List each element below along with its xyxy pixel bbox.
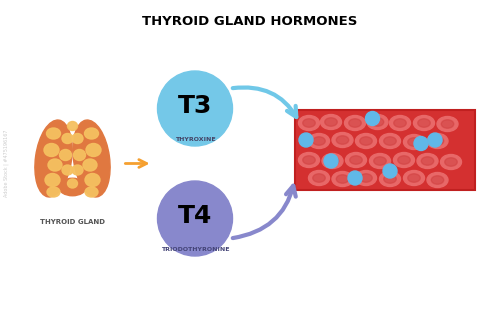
Text: THYROID GLAND: THYROID GLAND — [40, 219, 105, 226]
Ellipse shape — [47, 187, 60, 197]
Ellipse shape — [85, 187, 98, 197]
Ellipse shape — [86, 143, 101, 156]
Text: THYROID GLAND HORMONES: THYROID GLAND HORMONES — [142, 14, 358, 27]
Ellipse shape — [68, 122, 78, 130]
FancyBboxPatch shape — [295, 110, 475, 190]
Circle shape — [366, 111, 380, 126]
Ellipse shape — [68, 179, 78, 188]
Ellipse shape — [158, 181, 232, 256]
Ellipse shape — [360, 137, 372, 145]
Ellipse shape — [408, 138, 420, 146]
Ellipse shape — [303, 156, 316, 164]
Ellipse shape — [398, 156, 410, 164]
Ellipse shape — [298, 115, 320, 130]
Ellipse shape — [360, 174, 372, 182]
Ellipse shape — [35, 120, 72, 197]
Ellipse shape — [298, 153, 320, 168]
Text: T3: T3 — [178, 94, 212, 118]
Text: Adobe Stock | #475196167: Adobe Stock | #475196167 — [3, 129, 9, 197]
Ellipse shape — [384, 175, 396, 183]
Ellipse shape — [336, 136, 349, 144]
Circle shape — [299, 133, 313, 147]
Ellipse shape — [336, 175, 349, 183]
Ellipse shape — [74, 150, 86, 160]
Ellipse shape — [62, 165, 73, 175]
Ellipse shape — [437, 116, 458, 131]
Ellipse shape — [370, 154, 390, 169]
Circle shape — [428, 133, 442, 147]
Ellipse shape — [445, 158, 457, 166]
Ellipse shape — [349, 119, 361, 127]
Ellipse shape — [332, 132, 353, 147]
Ellipse shape — [408, 174, 420, 182]
Ellipse shape — [404, 170, 424, 185]
Ellipse shape — [431, 137, 444, 145]
Ellipse shape — [303, 119, 316, 127]
Circle shape — [414, 137, 428, 151]
Ellipse shape — [394, 153, 414, 168]
Ellipse shape — [313, 174, 325, 182]
Ellipse shape — [322, 154, 343, 169]
Ellipse shape — [308, 134, 330, 149]
Ellipse shape — [367, 114, 388, 129]
Ellipse shape — [46, 128, 60, 139]
Text: TRIODOTHYRONINE: TRIODOTHYRONINE — [161, 247, 229, 252]
Ellipse shape — [48, 159, 62, 171]
Ellipse shape — [44, 143, 59, 156]
Ellipse shape — [440, 155, 462, 170]
Ellipse shape — [431, 176, 444, 184]
Ellipse shape — [350, 156, 362, 164]
Ellipse shape — [45, 173, 60, 186]
Ellipse shape — [441, 120, 454, 128]
Ellipse shape — [346, 153, 366, 168]
Ellipse shape — [356, 134, 376, 149]
Ellipse shape — [394, 119, 406, 127]
Ellipse shape — [62, 134, 73, 143]
Circle shape — [348, 171, 362, 185]
Ellipse shape — [371, 118, 384, 126]
Ellipse shape — [427, 172, 448, 187]
Ellipse shape — [326, 157, 339, 165]
Circle shape — [383, 164, 397, 178]
Ellipse shape — [421, 157, 434, 165]
Ellipse shape — [85, 173, 100, 186]
Text: THYROXINE: THYROXINE — [174, 137, 216, 142]
Ellipse shape — [72, 165, 83, 175]
Ellipse shape — [390, 115, 410, 130]
Ellipse shape — [72, 134, 83, 143]
Ellipse shape — [384, 137, 396, 145]
Ellipse shape — [374, 157, 386, 165]
Circle shape — [324, 154, 338, 168]
Ellipse shape — [332, 171, 353, 186]
Ellipse shape — [158, 71, 232, 146]
Ellipse shape — [84, 128, 98, 139]
Ellipse shape — [60, 150, 72, 160]
Ellipse shape — [83, 159, 97, 171]
Ellipse shape — [356, 170, 376, 185]
Ellipse shape — [59, 178, 86, 196]
Text: T4: T4 — [178, 204, 212, 228]
Ellipse shape — [325, 118, 337, 126]
Ellipse shape — [427, 134, 448, 149]
Ellipse shape — [418, 119, 430, 127]
Ellipse shape — [380, 171, 400, 186]
Ellipse shape — [308, 170, 330, 185]
Ellipse shape — [380, 134, 400, 149]
Ellipse shape — [344, 115, 366, 130]
Ellipse shape — [414, 115, 434, 130]
Ellipse shape — [313, 137, 325, 145]
Ellipse shape — [404, 135, 424, 150]
Ellipse shape — [320, 114, 342, 129]
Ellipse shape — [73, 120, 110, 197]
Ellipse shape — [417, 154, 438, 169]
